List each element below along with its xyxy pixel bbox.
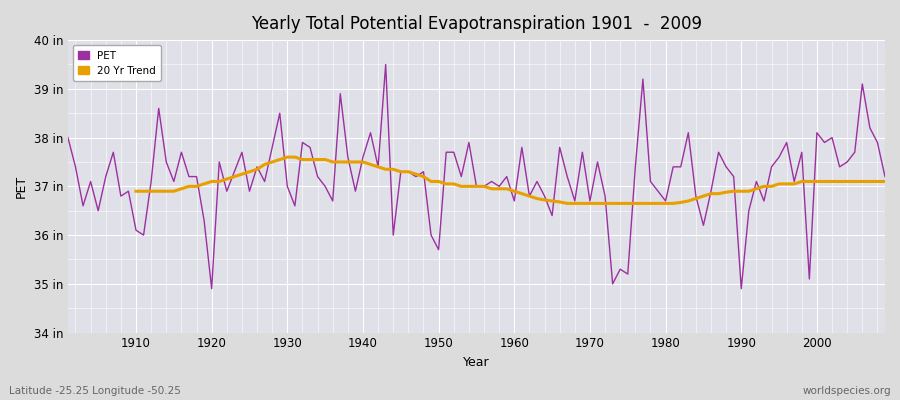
Title: Yearly Total Potential Evapotranspiration 1901  -  2009: Yearly Total Potential Evapotranspiratio… (251, 15, 702, 33)
Legend: PET, 20 Yr Trend: PET, 20 Yr Trend (73, 45, 161, 81)
X-axis label: Year: Year (464, 356, 490, 369)
Text: worldspecies.org: worldspecies.org (803, 386, 891, 396)
Y-axis label: PET: PET (15, 175, 28, 198)
Text: Latitude -25.25 Longitude -50.25: Latitude -25.25 Longitude -50.25 (9, 386, 181, 396)
